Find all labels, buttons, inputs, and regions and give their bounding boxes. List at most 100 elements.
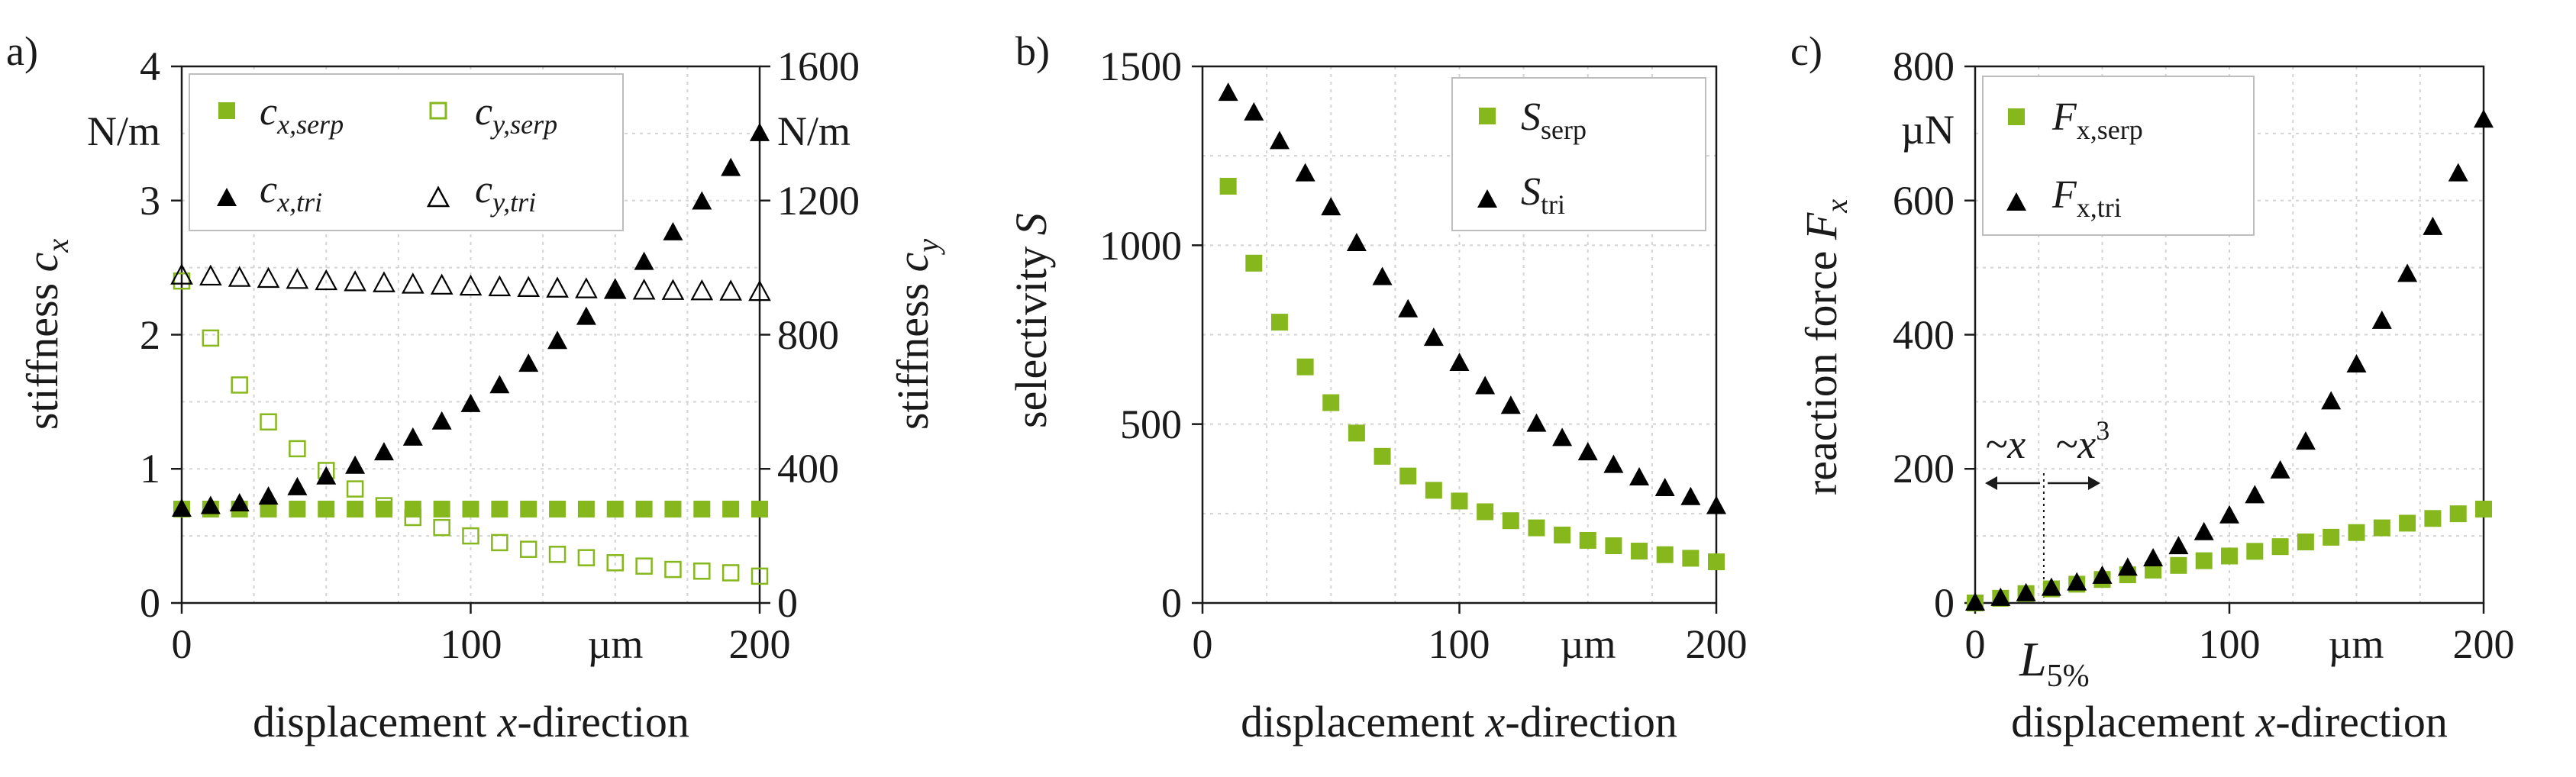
panel-b-ticks <box>1192 65 1718 614</box>
data-point-c-y-tri <box>344 270 366 292</box>
panel-a-right-tick-2: 800 <box>777 312 839 358</box>
data-point-f-x-tri <box>2092 565 2113 584</box>
data-point-c-x-serp <box>520 500 537 517</box>
data-point-c-y-serp <box>346 480 364 498</box>
panel-a-grid <box>182 66 760 603</box>
panel-c-y-axis-title: reaction force Fx <box>1796 199 1854 495</box>
panel-a-right-tick-3: 1200 <box>777 178 860 224</box>
data-point-c-y-serp <box>635 557 653 575</box>
data-point-c-y-serp <box>519 540 537 558</box>
data-point-c-x-serp <box>577 500 595 517</box>
legend-cx-tri: cx,tri <box>260 168 322 218</box>
legend-f-tri: Fx,tri <box>2051 173 2122 223</box>
data-point-s-serp <box>1605 537 1622 555</box>
data-point-c-y-tri <box>719 279 742 301</box>
data-point-c-y-tri <box>459 274 483 296</box>
panel-c-legend-box <box>1982 76 2255 236</box>
data-point-c-x-tri <box>547 330 568 350</box>
data-point-f-x-tri <box>2193 521 2214 540</box>
data-point-c-y-tri <box>575 277 598 298</box>
data-point-c-y-tri <box>315 269 338 291</box>
panel-a-right-tick-1: 400 <box>777 446 839 492</box>
data-point-f-x-serp <box>2373 519 2390 537</box>
panel-a-left-tick-3: 3 <box>140 178 160 224</box>
legend-f-serp: Fx,serp <box>2051 95 2143 145</box>
data-point-f-x-tri <box>2143 548 2164 567</box>
panel-a-x-unit: µm <box>587 621 643 667</box>
data-point-s-tri <box>1449 352 1470 371</box>
annotation-cubic: ~x3 <box>2055 415 2110 467</box>
panel-a-right-unit: N/m <box>777 108 851 154</box>
data-point-c-x-tri <box>172 498 192 517</box>
data-point-s-tri <box>1475 376 1496 395</box>
data-point-s-serp <box>1245 254 1263 272</box>
panel-b-x-unit: µm <box>1560 621 1616 667</box>
panel-b-selectivity: b) 0 500 1000 1500 0 100 200 µm displace… <box>1006 28 1748 746</box>
data-point-s-serp <box>1322 394 1340 411</box>
data-point-s-tri <box>1423 327 1444 347</box>
panel-c-y-tick-3: 600 <box>1893 178 1955 224</box>
data-point-c-y-serp <box>548 546 567 563</box>
data-point-f-x-serp <box>2246 543 2264 560</box>
data-point-c-x-serp <box>491 500 508 517</box>
data-point-f-x-tri <box>2219 505 2239 524</box>
data-point-f-x-tri <box>2371 310 2392 329</box>
panel-a-label: a) <box>6 28 38 74</box>
data-point-f-x-tri <box>2321 391 2342 410</box>
panel-b-data-marks <box>1218 82 1726 571</box>
legend-cy-tri: cy,tri <box>475 168 536 218</box>
panel-b-y-tick-2: 1000 <box>1099 223 1182 269</box>
data-point-c-y-serp <box>751 567 769 585</box>
panel-c-y-unit: µN <box>1901 107 1955 153</box>
data-point-f-x-tri <box>2295 431 2316 450</box>
data-point-s-tri <box>1526 413 1547 432</box>
data-point-c-x-tri <box>316 466 337 485</box>
panel-a-left-tick-0: 0 <box>140 580 160 626</box>
data-point-c-x-serp <box>549 500 567 517</box>
panel-a-legend: cx,serp cy,serp cx,tri cy,tri <box>189 73 624 231</box>
left-arrowhead-icon <box>1985 476 1997 490</box>
data-point-f-x-serp <box>2221 547 2238 565</box>
data-point-f-x-serp <box>2170 556 2187 574</box>
data-point-s-tri <box>1346 232 1367 251</box>
data-point-s-serp <box>1554 526 1571 543</box>
data-point-s-serp <box>1451 492 1468 510</box>
data-point-s-serp <box>1682 550 1700 567</box>
data-point-c-y-serp <box>721 564 740 582</box>
data-point-c-y-tri <box>170 263 193 285</box>
data-point-c-x-tri <box>576 306 596 325</box>
data-point-c-x-tri <box>345 455 366 474</box>
panel-a-ticks <box>171 65 770 614</box>
data-point-c-x-tri <box>518 353 539 372</box>
data-point-c-y-tri <box>488 275 512 297</box>
legend-s-serp: Sserp <box>1521 95 1587 145</box>
data-point-c-x-tri <box>663 221 683 240</box>
legend-marker-square-filled <box>1479 108 1496 124</box>
data-point-f-x-serp <box>2297 534 2314 551</box>
data-point-c-y-serp <box>404 508 422 527</box>
data-point-f-x-tri <box>2397 263 2418 282</box>
data-point-f-x-tri <box>2245 485 2265 504</box>
panel-b-x-tick-1: 100 <box>1428 621 1490 667</box>
data-point-s-serp <box>1502 512 1519 530</box>
panel-a-left-tick-4: 4 <box>140 44 160 89</box>
data-point-c-y-serp <box>375 497 393 514</box>
data-point-c-y-tri <box>748 279 771 301</box>
data-point-s-tri <box>1244 102 1264 121</box>
data-point-s-tri <box>1398 298 1419 318</box>
data-point-c-y-serp <box>664 560 682 579</box>
data-point-f-x-serp <box>2271 538 2289 556</box>
data-point-c-y-tri <box>373 271 395 292</box>
data-point-f-x-serp <box>2348 524 2365 541</box>
data-point-c-x-serp <box>318 500 335 517</box>
data-point-c-x-tri <box>750 122 770 141</box>
panel-a-left-unit: N/m <box>87 108 160 154</box>
panel-a-stiffness: a) 0 1 2 3 4 N/m 0 400 800 1200 1600 N/m… <box>6 28 945 746</box>
panel-b-x-tick-2: 200 <box>1686 621 1748 667</box>
data-point-s-tri <box>1269 131 1290 150</box>
data-point-c-x-serp <box>375 500 392 517</box>
data-point-c-x-tri <box>721 157 741 176</box>
data-point-s-tri <box>1218 82 1238 102</box>
data-point-f-x-tri <box>2016 582 2036 601</box>
panel-b-y-tick-0: 0 <box>1161 580 1182 626</box>
